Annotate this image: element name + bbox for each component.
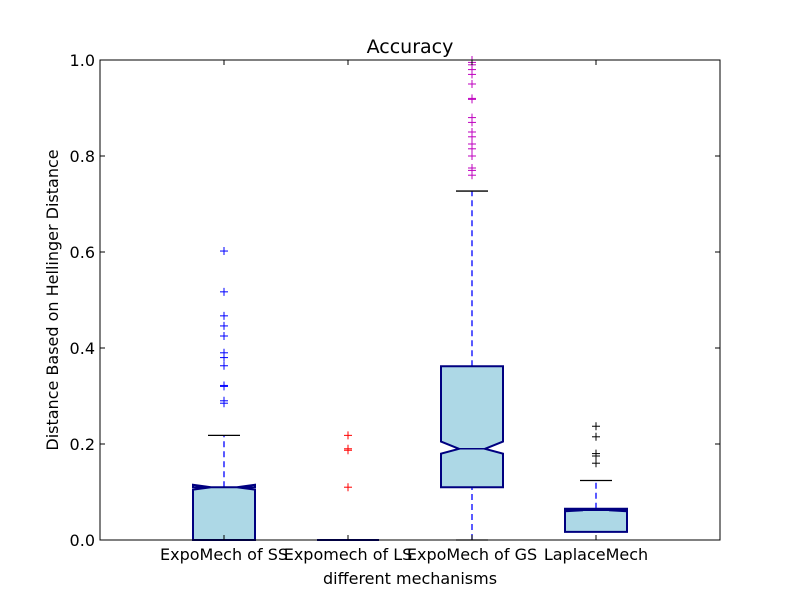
- outlier-point: [468, 152, 476, 160]
- outlier-point: [592, 452, 600, 460]
- y-tick-label: 0.8: [70, 147, 95, 166]
- box-group-1: [192, 247, 256, 541]
- box-group-4: [564, 422, 628, 533]
- outlier-point: [220, 382, 228, 391]
- outlier-point: [468, 132, 476, 141]
- outlier-point: [220, 287, 228, 296]
- x-tick-label: ExpoMech of GS: [407, 545, 537, 564]
- outlier-point: [344, 431, 352, 440]
- outlier-point: [468, 95, 476, 104]
- outlier-point: [220, 353, 228, 362]
- outlier-point: [220, 332, 228, 340]
- y-tick-label: 0.0: [70, 531, 95, 550]
- outlier-point: [592, 422, 600, 431]
- chart-title: Accuracy: [367, 36, 454, 58]
- axes-frame: [99, 59, 721, 541]
- box-body: [440, 365, 504, 489]
- x-tick-label: ExpoMech of SS: [160, 545, 288, 564]
- outlier-point: [220, 399, 228, 408]
- outlier-point: [220, 311, 228, 320]
- x-tick-label: LaplaceMech: [544, 545, 648, 564]
- x-axis-label: different mechanisms: [323, 569, 497, 588]
- y-tick-label: 0.6: [70, 243, 95, 262]
- box-group-3: [440, 56, 504, 541]
- outlier-point: [220, 247, 228, 256]
- box-body: [564, 507, 628, 533]
- outlier-point: [592, 432, 600, 441]
- y-tick-label: 0.2: [70, 435, 95, 454]
- y-tick-label: 0.4: [70, 339, 95, 358]
- y-tick-label: 1.0: [70, 51, 95, 70]
- outlier-point: [468, 144, 476, 153]
- outlier-point: [344, 446, 352, 455]
- x-tick-label: Expomech of LS: [284, 545, 413, 564]
- outlier-point: [344, 483, 352, 492]
- outlier-point: [592, 459, 600, 468]
- plot-area: [192, 56, 628, 541]
- box-body: [192, 483, 256, 541]
- outlier-point: [220, 321, 228, 330]
- outlier-point: [468, 80, 476, 88]
- y-axis-label: Distance Based on Hellinger Distance: [43, 149, 62, 450]
- outlier-point: [220, 361, 228, 370]
- outlier-point: [468, 118, 476, 127]
- outlier-point: [468, 70, 476, 79]
- outlier-point: [468, 171, 476, 180]
